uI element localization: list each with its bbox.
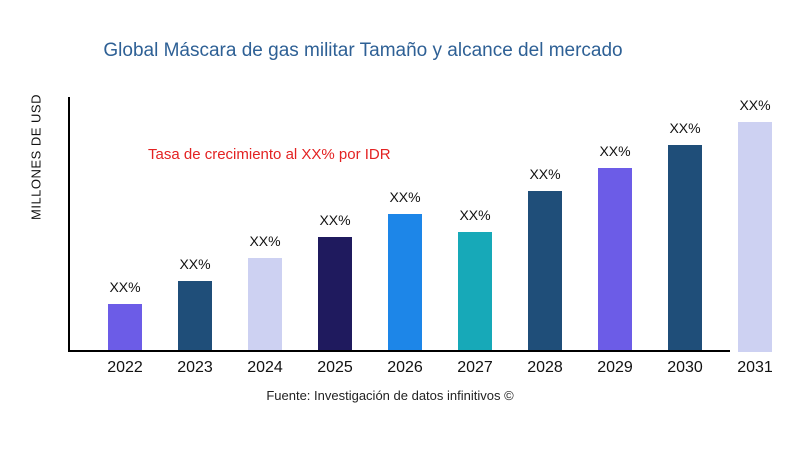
source-footer: Fuente: Investigación de datos infinitiv… bbox=[266, 388, 514, 403]
bar-value-label-2029: XX% bbox=[599, 143, 631, 159]
x-tick-label-2031: 2031 bbox=[737, 359, 773, 376]
y-axis-line bbox=[68, 97, 70, 352]
x-tick-label-2025: 2025 bbox=[317, 359, 353, 376]
bar-2030 bbox=[668, 145, 702, 352]
growth-rate-annotation: Tasa de crecimiento al XX% por IDR bbox=[148, 146, 391, 163]
x-tick-label-2023: 2023 bbox=[177, 359, 213, 376]
bar-value-label-2030: XX% bbox=[669, 120, 701, 136]
x-tick-label-2030: 2030 bbox=[667, 359, 703, 376]
bar-2029 bbox=[598, 168, 632, 352]
y-axis-label: MILLONES DE USD bbox=[28, 94, 44, 220]
bar-2023 bbox=[178, 281, 212, 352]
x-tick-label-2022: 2022 bbox=[107, 359, 143, 376]
x-tick-label-2027: 2027 bbox=[457, 359, 493, 376]
bar-2028 bbox=[528, 191, 562, 352]
bar-2022 bbox=[108, 304, 142, 352]
bar-value-label-2023: XX% bbox=[179, 256, 211, 272]
bar-2024 bbox=[248, 258, 282, 352]
bar-value-label-2031: XX% bbox=[739, 97, 771, 113]
x-tick-label-2028: 2028 bbox=[527, 359, 563, 376]
bar-value-label-2028: XX% bbox=[529, 166, 561, 182]
bar-2026 bbox=[388, 214, 422, 352]
x-tick-label-2024: 2024 bbox=[247, 359, 283, 376]
x-tick-label-2029: 2029 bbox=[597, 359, 633, 376]
x-tick-label-2026: 2026 bbox=[387, 359, 423, 376]
plot-area: XX% 2022 XX% 2023 XX% 2024 XX% 2025 XX% 2026 XX% 20… bbox=[68, 97, 778, 376]
bar-value-label-2026: XX% bbox=[389, 189, 421, 205]
chart-title: Global Máscara de gas militar Tamaño y a… bbox=[103, 40, 623, 61]
bar-value-label-2027: XX% bbox=[459, 207, 491, 223]
bar-2025 bbox=[318, 237, 352, 352]
x-axis-line bbox=[68, 350, 730, 352]
bar-2027 bbox=[458, 232, 492, 352]
bar-value-label-2025: XX% bbox=[319, 212, 351, 228]
bar-value-label-2024: XX% bbox=[249, 233, 281, 249]
bar-value-label-2022: XX% bbox=[109, 279, 141, 295]
bar-2031 bbox=[738, 122, 772, 352]
